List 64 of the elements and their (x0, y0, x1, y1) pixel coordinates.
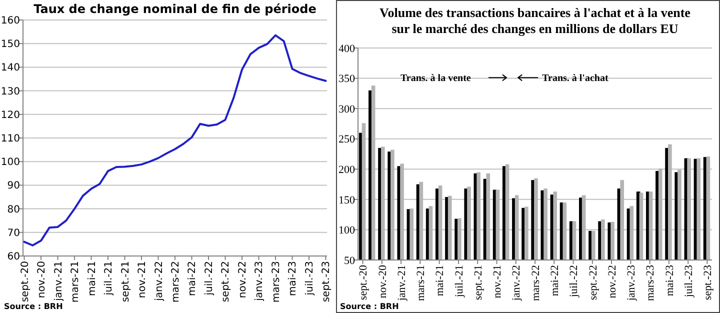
y-tick-label: 50 (344, 254, 356, 267)
y-tick-label: 160 (0, 16, 20, 26)
y-tick-label: 120 (0, 110, 20, 121)
x-tick-label: mars-22 (530, 265, 542, 302)
x-tick-label: mai-21 (86, 261, 98, 296)
x-tick-label: janv.-21 (396, 265, 408, 302)
x-tick-label: mars-23 (270, 261, 282, 303)
x-tick-label: sept.-20 (358, 264, 370, 300)
x-tick-label: janv.-22 (510, 265, 523, 302)
y-tick-label: 80 (7, 204, 20, 216)
y-tick-label: 350 (338, 73, 356, 86)
x-tick-label: janv.-23 (254, 261, 266, 302)
x-tick-label: sept.-22 (220, 261, 232, 302)
x-tick-label: juil.-21 (104, 261, 115, 296)
y-tick-label: 110 (0, 134, 20, 144)
y-tick-label: 130 (0, 86, 20, 98)
x-tick-label: mai-21 (434, 265, 446, 296)
source-note: Source : BRH (340, 302, 399, 311)
x-tick-label: mars-21 (70, 261, 82, 303)
x-tick-label: sept.-21 (120, 261, 132, 302)
x-tick-label: mars-22 (170, 261, 182, 303)
y-tick-label: 100 (338, 224, 356, 237)
y-tick-label: 400 (338, 42, 356, 55)
x-tick-label: nov.-20 (376, 264, 389, 298)
x-tick-label: sept.-21 (472, 265, 484, 300)
y-tick-label: 150 (0, 39, 20, 50)
chart-title: Taux de change nominal de fin de période (34, 2, 316, 16)
annotation: Trans. à l'achat (542, 73, 609, 84)
y-tick-label: 250 (338, 134, 356, 146)
y-tick-label: 140 (0, 62, 20, 74)
y-tick-label: 90 (7, 180, 20, 192)
chart-title: Volume des transactions bancaires à l'achat et à la vente sur le marché des changes en millions de dollars EU (380, 5, 691, 36)
x-tick-label: sept.-20 (20, 261, 31, 302)
y-tick-label: 150 (338, 194, 356, 206)
source-note: Source : BRH (4, 302, 63, 311)
annotation: Trans. à la vente (400, 73, 472, 84)
x-tick-label: juil.-21 (453, 265, 466, 298)
x-tick-label: sept.-23 (321, 261, 332, 302)
line-series (23, 34, 327, 246)
y-tick-label: 200 (338, 164, 356, 176)
x-tick-label: juil.-22 (568, 265, 580, 298)
x-tick-label: nov.-20 (36, 261, 48, 298)
x-tick-label: nov.-21 (137, 261, 148, 298)
x-tick-label: mai-23 (664, 264, 676, 296)
y-tick-label: 100 (0, 157, 20, 168)
x-tick-label: nov.-21 (492, 265, 504, 298)
x-tick-label: juil.-22 (204, 261, 215, 296)
x-tick-label: juil.-23 (304, 261, 316, 296)
x-tick-label: nov.-22 (237, 261, 248, 298)
x-tick-label: mai-22 (187, 261, 198, 296)
x-tick-label: sept.-23 (702, 264, 714, 300)
x-tick-label: janv.-22 (154, 261, 165, 302)
x-tick-label: mai-22 (548, 265, 561, 296)
x-tick-label: mai-23 (288, 261, 299, 296)
y-tick-label: 300 (338, 103, 356, 116)
y-tick-label: 70 (7, 228, 20, 239)
x-tick-label: juil.-23 (682, 264, 695, 298)
x-tick-label: mars-21 (415, 265, 428, 302)
x-tick-label: sept.-22 (587, 265, 600, 300)
y-tick-label: 60 (7, 252, 20, 262)
x-tick-label: nov.-22 (606, 265, 618, 298)
x-tick-label: janv.-23 (626, 264, 638, 302)
x-tick-label: mars-23 (644, 264, 657, 302)
x-tick-label: janv.-21 (53, 261, 64, 302)
